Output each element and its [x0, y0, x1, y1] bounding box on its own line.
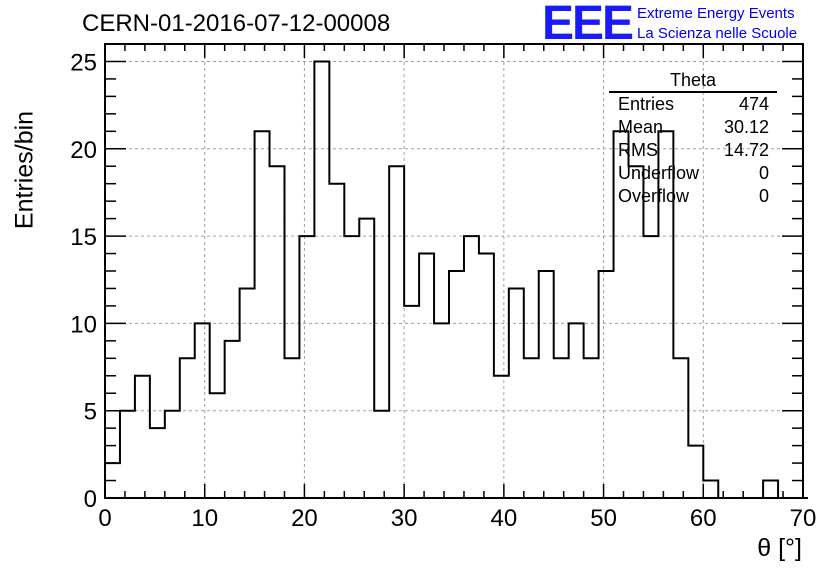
x-axis-label: θ [°]	[757, 534, 802, 562]
histogram-bin	[763, 481, 778, 498]
stats-label: Entries	[618, 94, 675, 114]
histogram-bin	[284, 358, 299, 498]
histogram-bin	[703, 481, 718, 498]
histogram-bin	[240, 288, 255, 498]
histogram-bin	[449, 271, 464, 498]
histogram-bin	[374, 411, 389, 498]
stats-value: 0	[758, 163, 769, 183]
histogram-bin	[599, 271, 614, 498]
histogram-bin	[120, 411, 135, 498]
histogram-bars	[104, 60, 808, 499]
histogram-bin	[359, 219, 374, 498]
x-tick-label: 40	[491, 505, 518, 532]
histogram-bin	[643, 236, 658, 498]
logo-tagline-2: La Scienza nelle Scuole	[637, 25, 798, 42]
histogram-bin	[569, 323, 584, 498]
stats-label: Overflow	[618, 186, 690, 206]
y-axis-label: Entries/bin	[10, 110, 39, 230]
histogram-outline	[104, 60, 808, 499]
x-tick-label: 50	[590, 505, 617, 532]
y-tick-label: 25	[70, 49, 97, 76]
axis-ticks	[104, 43, 804, 499]
histogram-bin	[225, 341, 240, 498]
histogram-bin	[524, 358, 539, 498]
histogram-bin	[210, 393, 225, 498]
stats-row-overflow: Overflow 0	[609, 185, 777, 208]
histogram-bin	[165, 411, 180, 498]
histogram-bin	[389, 166, 404, 498]
histogram-bin	[673, 358, 688, 498]
y-tick-label: 15	[70, 224, 97, 251]
histogram-bin	[314, 61, 329, 498]
x-tick-label: 30	[391, 505, 418, 532]
y-tick-label: 20	[70, 137, 97, 164]
histogram-bin	[419, 254, 434, 498]
stats-value: 14.72	[723, 140, 769, 160]
histogram-bin	[688, 446, 703, 498]
histogram-bin	[554, 358, 569, 498]
histogram-bin	[479, 254, 494, 498]
stats-value: 0	[758, 186, 769, 206]
eee-logo: EEE	[542, 0, 634, 50]
histogram-bin	[464, 236, 479, 498]
stats-label: Underflow	[618, 163, 700, 183]
y-tick-label: 10	[70, 311, 97, 338]
histogram-bin	[584, 358, 599, 498]
histogram-bin	[494, 376, 509, 498]
run-title: CERN-01-2016-07-12-00008	[82, 10, 391, 37]
y-axis-label-wrap: Entries/bin	[5, 110, 45, 230]
stats-title: Theta	[609, 70, 777, 93]
histogram-bin	[344, 236, 359, 498]
stats-box: Theta Entries 474 Mean 30.12 RMS 14.72 U…	[609, 70, 777, 208]
histogram-bin	[629, 166, 644, 498]
histogram-bin	[255, 131, 270, 498]
histogram-bin	[329, 184, 344, 498]
stats-value: 30.12	[723, 117, 769, 137]
histogram-bin	[509, 288, 524, 498]
stats-label: RMS	[618, 140, 658, 160]
logo-tagline-1: Extreme Energy Events	[637, 5, 795, 22]
histogram-bin	[195, 323, 210, 498]
stats-value: 474	[738, 94, 769, 114]
histogram-bin	[299, 236, 314, 498]
histogram-bin	[404, 306, 419, 498]
x-tick-label: 0	[98, 505, 111, 532]
grid-lines	[105, 44, 803, 498]
histogram-bin	[434, 323, 449, 498]
x-tick-label: 10	[191, 505, 218, 532]
stats-row-mean: Mean 30.12	[609, 116, 777, 139]
y-tick-label: 5	[84, 399, 97, 426]
plot-frame	[104, 43, 804, 499]
tick-labels: 0 10 20 30 40 50 60 70 0 5 10 15 20 25	[70, 49, 816, 532]
histogram-bin	[270, 166, 285, 498]
stats-row-underflow: Underflow 0	[609, 162, 777, 185]
stats-label: Mean	[618, 117, 664, 137]
histogram-bin	[539, 271, 554, 498]
histogram-bin	[150, 428, 165, 498]
stats-row-rms: RMS 14.72	[609, 139, 777, 162]
histogram-bin	[135, 376, 150, 498]
x-tick-label: 60	[690, 505, 717, 532]
stats-row-entries: Entries 474	[609, 93, 777, 116]
histogram-bin	[180, 358, 195, 498]
x-tick-label: 20	[291, 505, 318, 532]
x-tick-label: 70	[790, 505, 817, 532]
y-tick-label: 0	[84, 486, 97, 513]
